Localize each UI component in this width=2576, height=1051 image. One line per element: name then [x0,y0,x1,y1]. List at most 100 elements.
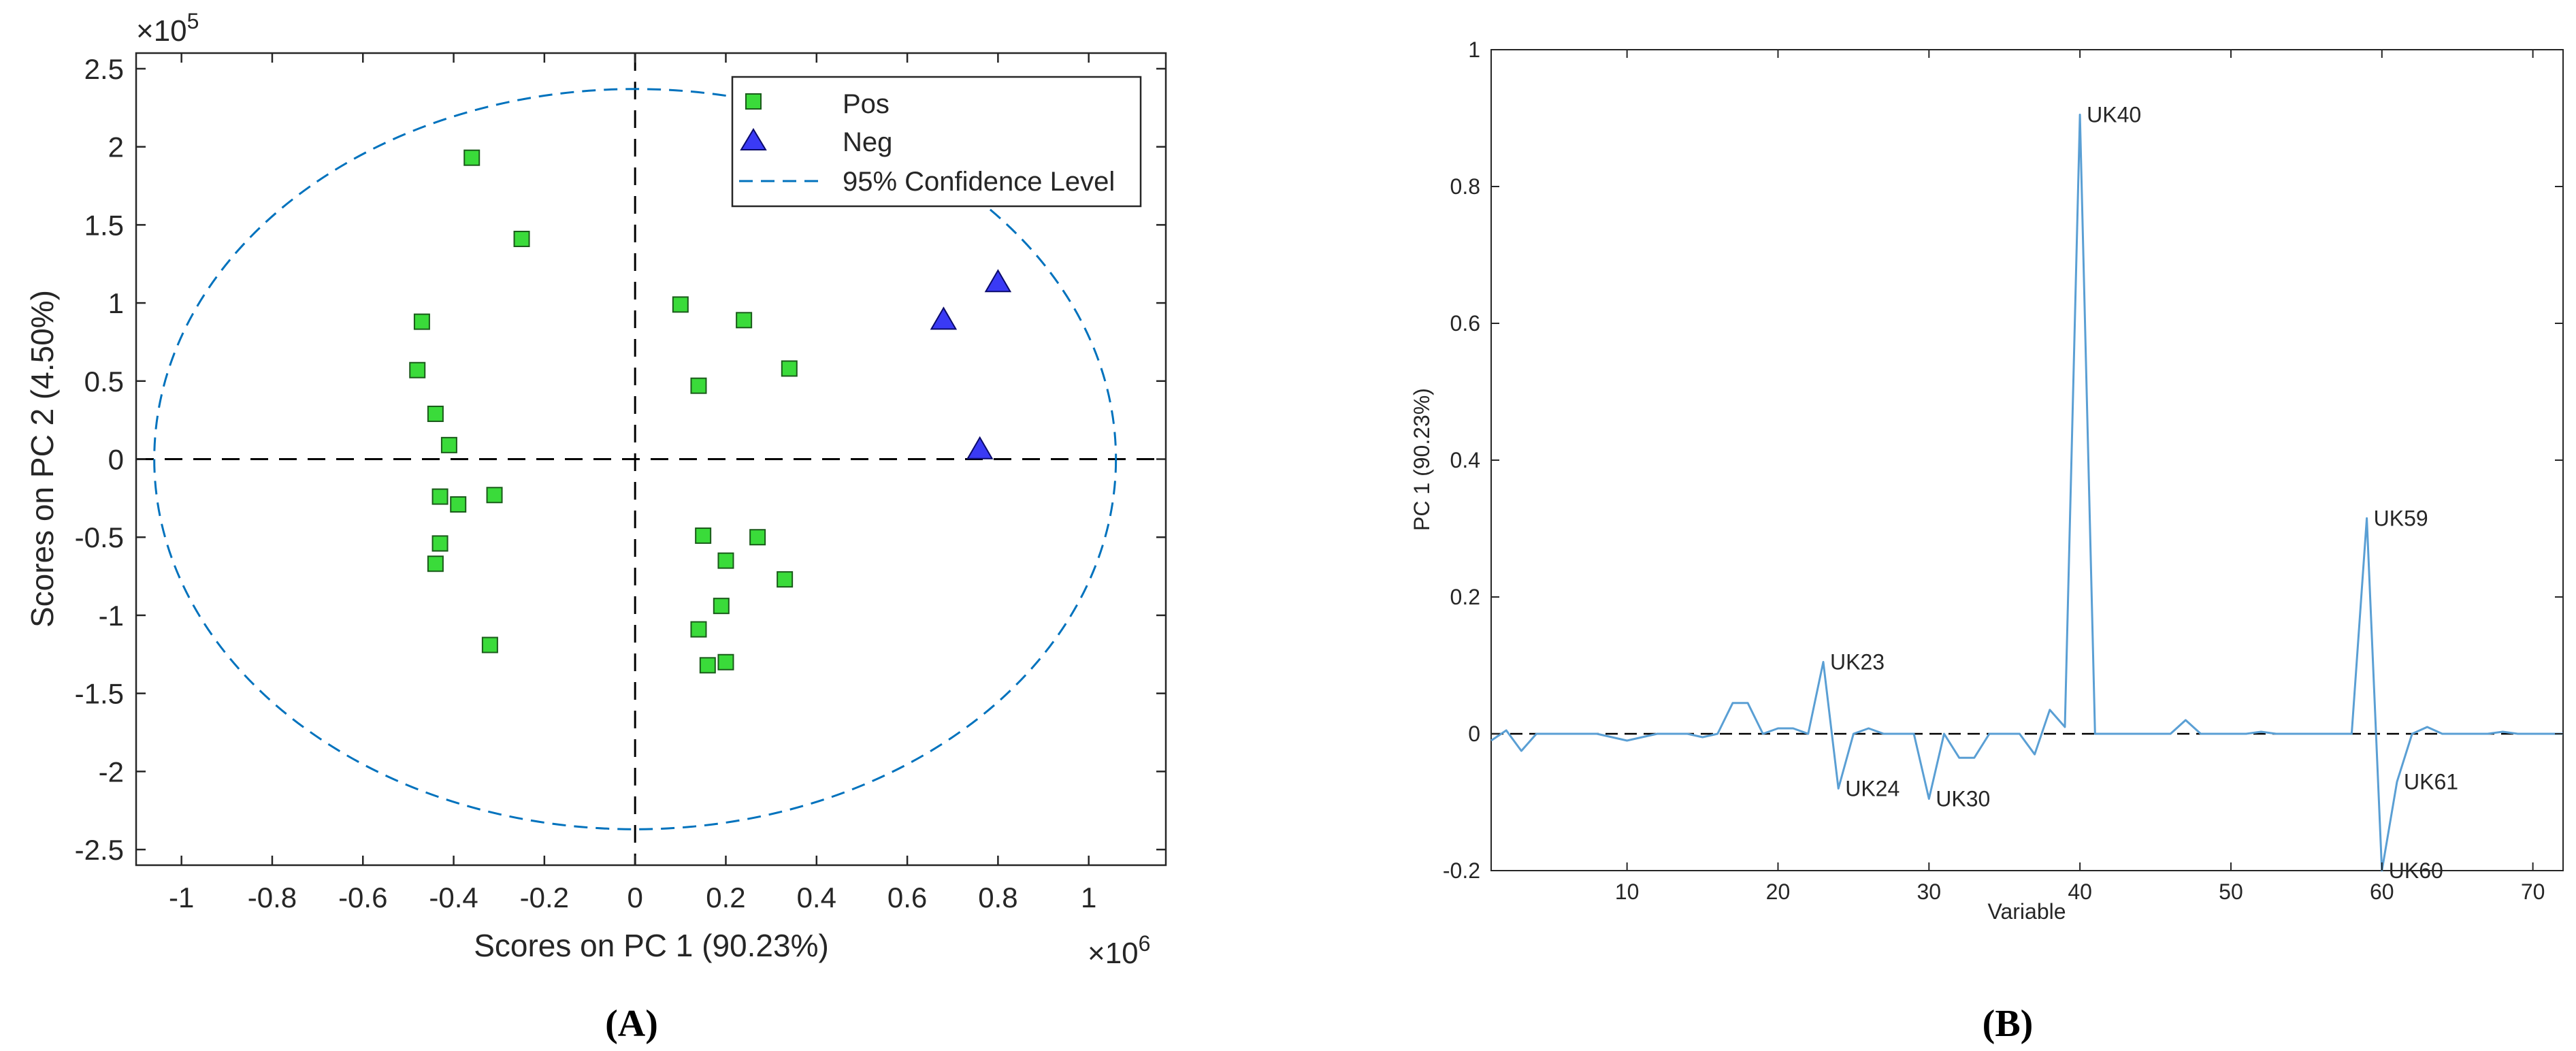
panel-a-y-multiplier-exp: 5 [187,9,199,33]
panel-b-caption-letter: B [1995,1003,2020,1045]
panel-a-y-ticks: 2.5 2 1.5 1 0.5 0 -0.5 -1 -1.5 -2 -2.5 [75,53,1166,866]
pos-point [695,527,712,544]
x-tick-label: 0.6 [887,882,927,913]
pos-point [431,488,449,505]
x-tick-label: -0.4 [429,882,478,913]
pos-point [717,552,734,569]
panel-a-x-axis-label: Scores on PC 1 (90.23%) [474,928,829,963]
y-tick-label: 1 [108,287,124,319]
pos-point [450,496,467,513]
variable-annotation: UK61 [2404,769,2458,794]
panel-a: -1 -0.8 -0.6 -0.4 -0.2 0 0.2 0.4 0.6 0.8 1 2.5 2 1.5… [25,9,1167,1045]
y-tick-label: 0.4 [1450,448,1480,472]
pos-point [781,360,798,377]
y-tick-label: 0.2 [1450,585,1480,609]
x-tick-label: 0 [627,882,642,913]
pos-point [713,598,730,615]
pos-point [481,636,498,653]
panel-a-x-ticks: -1 -0.8 -0.6 -0.4 -0.2 0 0.2 0.4 0.6 0.8 1 [169,53,1096,913]
panel-a-x-multiplier: ×106 [1088,931,1150,970]
panel-b-x-ticks: 10 20 30 40 50 60 70 [1615,50,2545,904]
panel-a-legend: Pos Neg 95% Confidence Level [731,76,1142,208]
x-tick-label: 70 [2521,879,2545,904]
y-tick-label: 0 [108,444,124,476]
x-tick-label: 0.4 [797,882,836,913]
panel-b-y-axis-label: PC 1 (90.23%) [1409,388,1434,531]
variable-annotation: UK40 [2087,102,2141,127]
panel-b-x-axis-label: Variable [1987,899,2066,924]
legend-pos-marker [745,93,762,110]
pos-point [736,312,753,329]
y-tick-label: -1 [99,600,124,632]
x-tick-label: 60 [2370,879,2394,904]
pos-point [690,621,707,638]
pos-point [409,361,426,378]
neg-point [984,269,1012,293]
pos-point [717,653,734,670]
panel-a-y-multiplier: ×105 [136,9,199,48]
x-tick-label: 40 [2068,879,2092,904]
panel-a-zero-lines [136,53,1166,865]
legend-ellipse-label: 95% Confidence Level [843,167,1115,197]
y-tick-label: 1.5 [84,209,124,241]
loadings-series-line [1490,114,2563,872]
panel-b-caption: (B) [1983,1003,2034,1045]
pos-point [672,296,689,313]
legend-neg-marker [740,128,767,150]
y-tick-label: 0.5 [84,366,124,398]
x-tick-label: 0.2 [706,882,745,913]
variable-annotation: UK59 [2374,506,2428,530]
legend-pos-label: Pos [843,89,890,119]
panel-a-caption-letter: A [618,1003,646,1045]
x-tick-label: 50 [2219,879,2243,904]
x-tick-label: -0.6 [338,882,387,913]
neg-point [966,436,994,459]
y-tick-label: 0.8 [1450,174,1480,199]
y-tick-label: 1 [1468,37,1480,62]
variable-annotation: UK24 [1845,776,1900,801]
x-tick-label: 10 [1615,879,1640,904]
y-tick-label: -1.5 [75,678,124,710]
variable-annotation: UK23 [1830,649,1885,674]
y-tick-label: -2.5 [75,834,124,866]
pos-point [440,436,457,453]
pos-point [413,313,430,330]
y-tick-label: 0 [1468,722,1480,746]
panel-b-y-ticks: 1 0.8 0.6 0.4 0.2 0 -0.2 [1443,37,2563,883]
pos-point [427,555,444,572]
x-tick-label: 1 [1081,882,1096,913]
neg-point [930,306,958,330]
x-tick-label: 0.8 [978,882,1017,913]
y-tick-label: -0.2 [1443,858,1480,883]
variable-annotation: UK30 [1936,786,1990,811]
panel-a-x-multiplier-base: ×10 [1088,937,1139,970]
confidence-ellipse [153,88,1118,830]
panel-b-plot-area [1490,49,2564,871]
pos-point [699,657,716,674]
pos-point [463,149,480,166]
pos-point [513,231,530,248]
panel-b-annotations: UK23 UK24 UK30 UK40 UK59 UK61 UK60 [1830,102,2458,883]
pos-point [486,487,503,504]
legend-neg-label: Neg [843,127,892,157]
y-tick-label: 2 [108,131,124,163]
pos-point [431,535,449,552]
panel-a-confidence-ellipse [153,88,1118,830]
x-tick-label: 20 [1766,879,1791,904]
y-tick-label: -0.5 [75,521,124,553]
pos-point [427,405,444,422]
pos-point [749,529,766,546]
x-tick-label: -1 [169,882,194,913]
y-tick-label: 0.6 [1450,311,1480,336]
panel-a-points [409,149,1012,674]
panel-a-y-multiplier-base: ×10 [136,14,187,48]
panel-b-loadings-line [1490,114,2563,872]
panel-a-caption: (A) [605,1003,658,1045]
legend-box [731,76,1142,208]
panel-a-y-axis-label: Scores on PC 2 (4.50%) [25,290,60,628]
panel-a-x-multiplier-exp: 6 [1139,931,1151,956]
y-tick-label: -2 [99,756,124,788]
variable-annotation: UK60 [2389,858,2443,883]
x-tick-label: -0.2 [520,882,569,913]
